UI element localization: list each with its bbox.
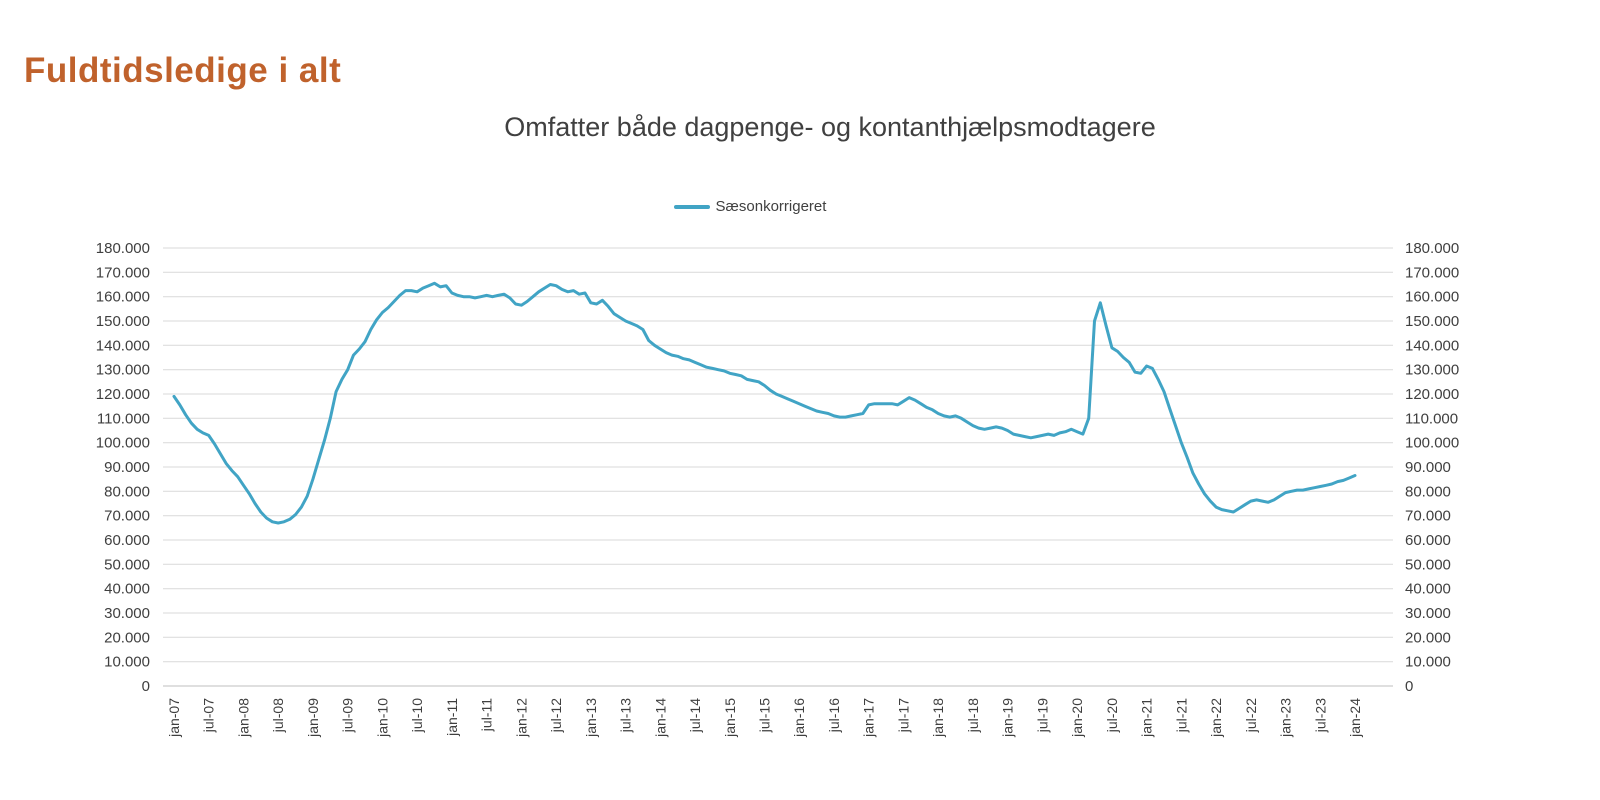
y-axis-label-left: 80.000	[104, 483, 150, 500]
y-axis-label-right: 110.000	[1405, 410, 1458, 427]
y-axis-label-left: 160.000	[96, 289, 150, 306]
x-axis-label: jan-15	[722, 698, 738, 738]
x-axis-label: jan-24	[1347, 698, 1363, 738]
x-axis-label: jan-23	[1278, 698, 1294, 738]
x-axis-label: jan-12	[513, 698, 529, 738]
x-axis-label: jan-20	[1069, 698, 1085, 738]
x-axis-label: jan-11	[444, 698, 460, 737]
x-axis-label: jan-07	[166, 698, 182, 738]
y-axis-label-left: 140.000	[96, 337, 150, 354]
x-axis-label: jul-11	[479, 698, 495, 732]
x-axis-label: jul-22	[1243, 698, 1259, 733]
y-axis-label-left: 180.000	[96, 240, 150, 257]
y-axis-label-right: 50.000	[1405, 556, 1451, 573]
legend-item-saesonkorrigeret: Sæsonkorrigeret	[673, 198, 827, 215]
y-axis-label-right: 140.000	[1405, 337, 1459, 354]
x-axis-label: jan-09	[305, 698, 321, 738]
y-axis-label-left: 100.000	[96, 435, 150, 452]
y-axis-label-left: 0	[142, 678, 150, 695]
y-axis-label-left: 70.000	[104, 508, 150, 525]
x-axis-label: jan-16	[791, 698, 807, 738]
x-axis-label: jan-14	[652, 698, 668, 738]
y-axis-label-right: 90.000	[1405, 459, 1451, 476]
x-axis-label: jan-17	[861, 698, 877, 738]
x-axis-label: jul-08	[270, 698, 286, 733]
y-axis-label-right: 70.000	[1405, 508, 1451, 525]
y-axis-label-left: 130.000	[96, 362, 150, 379]
legend-label: Sæsonkorrigeret	[715, 198, 827, 215]
x-axis-label: jul-18	[965, 698, 981, 733]
y-axis-label-right: 180.000	[1405, 240, 1459, 257]
y-axis-label-right: 150.000	[1405, 313, 1459, 330]
y-axis-label-left: 30.000	[104, 605, 150, 622]
y-axis-label-left: 10.000	[104, 654, 150, 671]
x-axis-label: jan-13	[583, 698, 599, 738]
page-title: Fuldtidsledige i alt	[24, 51, 342, 91]
y-axis-label-left: 110.000	[97, 410, 150, 427]
y-axis-label-right: 30.000	[1405, 605, 1451, 622]
y-axis-label-left: 170.000	[96, 264, 150, 281]
x-axis-label: jan-19	[1000, 698, 1016, 738]
x-axis-label: jul-14	[687, 698, 703, 733]
y-axis-label-left: 60.000	[104, 532, 150, 549]
chart-legend: Sæsonkorrigeret	[0, 198, 1500, 215]
x-axis-label: jul-23	[1312, 698, 1328, 733]
x-axis-label: jul-12	[548, 698, 564, 733]
x-axis-label: jul-09	[340, 698, 356, 733]
y-axis-label-right: 0	[1405, 678, 1413, 695]
x-axis-label: jul-17	[895, 698, 911, 733]
x-axis-label: jan-18	[930, 698, 946, 738]
y-axis-label-left: 40.000	[104, 581, 150, 598]
y-axis-label-right: 80.000	[1405, 483, 1451, 500]
x-axis-label: jul-13	[618, 698, 634, 733]
x-axis-label: jul-21	[1173, 698, 1189, 733]
x-axis-label: jul-16	[826, 698, 842, 733]
y-axis-label-left: 50.000	[104, 556, 150, 573]
y-axis-label-left: 90.000	[104, 459, 150, 476]
x-axis-label: jul-19	[1034, 698, 1050, 733]
legend-line-swatch-icon	[673, 204, 710, 209]
chart-title: Omfatter både dagpenge- og kontanthjælps…	[504, 112, 1156, 142]
y-axis-label-right: 20.000	[1405, 629, 1451, 646]
y-axis-label-right: 100.000	[1405, 435, 1459, 452]
y-axis-label-left: 20.000	[104, 629, 150, 646]
series-line-saesonkorrigeret	[172, 281, 1357, 525]
y-axis-label-right: 40.000	[1405, 581, 1451, 598]
x-axis-label: jan-21	[1139, 698, 1155, 738]
x-axis-label: jul-10	[409, 698, 425, 733]
y-axis-label-right: 170.000	[1405, 264, 1459, 281]
x-axis-label: jan-08	[236, 698, 252, 738]
y-axis-label-right: 130.000	[1405, 362, 1459, 379]
x-axis-label: jul-15	[757, 698, 773, 733]
y-axis-label-right: 120.000	[1405, 386, 1459, 403]
x-axis-label: jan-10	[374, 698, 390, 738]
x-axis-label: jan-22	[1208, 698, 1224, 738]
y-axis-label-left: 150.000	[96, 313, 150, 330]
x-axis-label: jul-07	[201, 698, 217, 733]
x-axis-label: jul-20	[1104, 698, 1120, 733]
y-axis-label-right: 60.000	[1405, 532, 1451, 549]
y-axis-label-left: 120.000	[96, 386, 150, 403]
y-axis-label-right: 10.000	[1405, 654, 1451, 671]
y-axis-label-right: 160.000	[1405, 289, 1459, 306]
